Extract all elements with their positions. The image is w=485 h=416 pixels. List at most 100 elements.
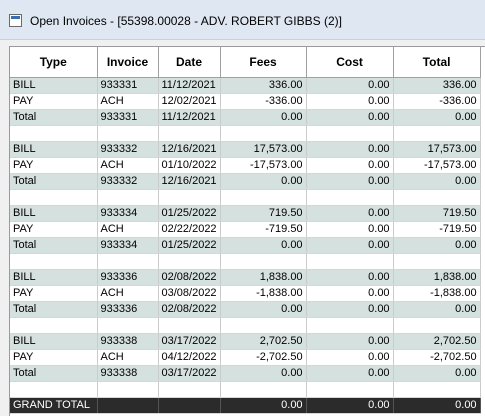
cell-fees	[220, 317, 307, 334]
cell-type: PAY	[10, 349, 98, 366]
cell-invoice: 933336	[97, 269, 159, 286]
cell-cost: 0.00	[306, 285, 394, 302]
cell-total: 1,838.00	[393, 269, 481, 286]
cell-invoice: ACH	[97, 157, 159, 174]
cell-cost: 0.00	[306, 397, 394, 414]
cell-fees: 0.00	[220, 173, 307, 190]
cell-type: BILL	[10, 141, 98, 158]
cell-type	[10, 189, 98, 206]
header-row: Type Invoice Date Fees Cost Total	[10, 47, 481, 78]
table-row[interactable]: PAY ACH 02/22/2022 -719.50 0.00 -719.50	[10, 221, 481, 238]
cell-fees: 336.00	[220, 77, 307, 94]
cell-date: 03/08/2022	[158, 285, 221, 302]
cell-cost: 0.00	[306, 237, 394, 254]
cell-date: 02/22/2022	[158, 221, 221, 238]
cell-total: -17,573.00	[393, 157, 481, 174]
cell-date: 01/10/2022	[158, 157, 221, 174]
cell-fees: 17,573.00	[220, 141, 307, 158]
table-row[interactable]: BILL 933334 01/25/2022 719.50 0.00 719.50	[10, 205, 481, 222]
cell-fees: 1,838.00	[220, 269, 307, 286]
table-row[interactable]: BILL 933332 12/16/2021 17,573.00 0.00 17,573.…	[10, 141, 481, 158]
cell-total	[393, 317, 481, 334]
table-row[interactable]	[10, 189, 481, 206]
table-row[interactable]	[10, 317, 481, 334]
cell-fees	[220, 189, 307, 206]
cell-cost: 0.00	[306, 349, 394, 366]
table-row[interactable]	[10, 381, 481, 398]
table-row[interactable]: PAY ACH 04/12/2022 -2,702.50 0.00 -2,702.50	[10, 349, 481, 366]
cell-fees: 0.00	[220, 237, 307, 254]
table-row[interactable]: Total 933331 11/12/2021 0.00 0.00 0.00	[10, 109, 481, 126]
cell-fees: -17,573.00	[220, 157, 307, 174]
cell-fees: 0.00	[220, 365, 307, 382]
cell-cost: 0.00	[306, 205, 394, 222]
cell-invoice	[97, 381, 159, 398]
cell-invoice: 933332	[97, 141, 159, 158]
cell-fees: -719.50	[220, 221, 307, 238]
cell-cost	[306, 317, 394, 334]
cell-invoice	[97, 397, 159, 414]
cell-date	[158, 381, 221, 398]
table-row[interactable]: PAY ACH 12/02/2021 -336.00 0.00 -336.00	[10, 93, 481, 110]
table-row[interactable]: BILL 933338 03/17/2022 2,702.50 0.00 2,702.50	[10, 333, 481, 350]
column-header-date[interactable]: Date	[158, 47, 221, 78]
cell-invoice	[97, 189, 159, 206]
table-row[interactable]: PAY ACH 01/10/2022 -17,573.00 0.00 -17,573.00	[10, 157, 481, 174]
cell-cost	[306, 381, 394, 398]
cell-fees: -1,838.00	[220, 285, 307, 302]
cell-total: -1,838.00	[393, 285, 481, 302]
cell-invoice: 933334	[97, 237, 159, 254]
cell-invoice: 933338	[97, 333, 159, 350]
cell-date	[158, 317, 221, 334]
cell-cost	[306, 189, 394, 206]
grand-total-row[interactable]: GRAND TOTAL 0.00 0.00 0.00	[10, 397, 481, 414]
cell-total: -2,702.50	[393, 349, 481, 366]
table-row[interactable]: BILL 933336 02/08/2022 1,838.00 0.00 1,838.00	[10, 269, 481, 286]
cell-total: 719.50	[393, 205, 481, 222]
grid-body: BILL 933331 11/12/2021 336.00 0.00 336.00 PAY A…	[10, 77, 481, 414]
cell-type: BILL	[10, 77, 98, 94]
title-bar[interactable]: Open Invoices - [55398.00028 - ADV. ROBE…	[0, 0, 485, 40]
cell-date: 01/25/2022	[158, 237, 221, 254]
cell-type: Total	[10, 301, 98, 318]
table-row[interactable]: Total 933338 03/17/2022 0.00 0.00 0.00	[10, 365, 481, 382]
table-row[interactable]	[10, 125, 481, 142]
cell-cost: 0.00	[306, 221, 394, 238]
table-row[interactable]	[10, 253, 481, 270]
cell-type: Total	[10, 365, 98, 382]
column-header-fees[interactable]: Fees	[220, 47, 307, 78]
cell-date	[158, 397, 221, 414]
cell-type: BILL	[10, 333, 98, 350]
invoices-grid[interactable]: Type Invoice Date Fees Cost Total BILL 93…	[9, 46, 485, 416]
column-header-cost[interactable]: Cost	[306, 47, 394, 78]
cell-total	[393, 189, 481, 206]
cell-invoice: ACH	[97, 285, 159, 302]
cell-total: 0.00	[393, 365, 481, 382]
table-row[interactable]: Total 933336 02/08/2022 0.00 0.00 0.00	[10, 301, 481, 318]
cell-type	[10, 253, 98, 270]
window-app-icon	[9, 14, 22, 27]
cell-total: -336.00	[393, 93, 481, 110]
table-row[interactable]: Total 933334 01/25/2022 0.00 0.00 0.00	[10, 237, 481, 254]
table-row[interactable]: Total 933332 12/16/2021 0.00 0.00 0.00	[10, 173, 481, 190]
cell-date: 01/25/2022	[158, 205, 221, 222]
cell-invoice	[97, 317, 159, 334]
cell-date: 12/16/2021	[158, 173, 221, 190]
cell-total	[393, 253, 481, 270]
cell-total: 336.00	[393, 77, 481, 94]
cell-date: 11/12/2021	[158, 77, 221, 94]
cell-invoice: 933336	[97, 301, 159, 318]
cell-date: 11/12/2021	[158, 109, 221, 126]
column-header-total[interactable]: Total	[393, 47, 481, 78]
table-row[interactable]: PAY ACH 03/08/2022 -1,838.00 0.00 -1,838.00	[10, 285, 481, 302]
window-title: Open Invoices - [55398.00028 - ADV. ROBE…	[30, 14, 342, 28]
cell-total: -719.50	[393, 221, 481, 238]
cell-type: BILL	[10, 269, 98, 286]
table-row[interactable]: BILL 933331 11/12/2021 336.00 0.00 336.00	[10, 77, 481, 94]
column-header-invoice[interactable]: Invoice	[97, 47, 159, 78]
cell-invoice: 933338	[97, 365, 159, 382]
column-header-type[interactable]: Type	[10, 47, 98, 78]
cell-total: 2,702.50	[393, 333, 481, 350]
cell-date: 02/08/2022	[158, 301, 221, 318]
